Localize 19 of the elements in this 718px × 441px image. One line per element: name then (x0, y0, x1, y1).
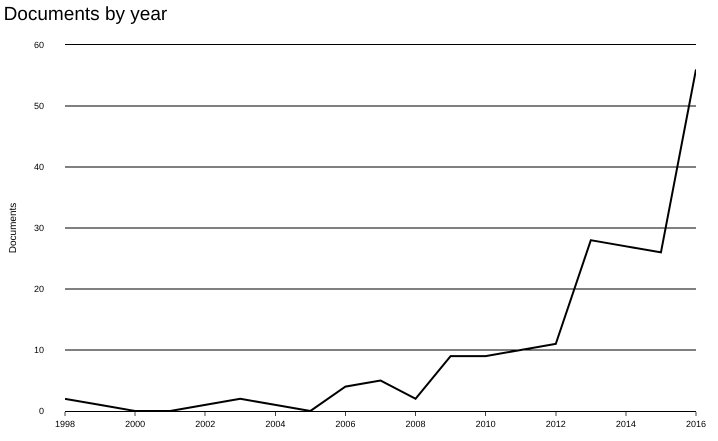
y-tick-label: 60 (34, 40, 44, 50)
y-tick-label: 20 (34, 284, 44, 294)
y-tick-label: 50 (34, 101, 44, 112)
x-tick-label: 2014 (616, 418, 636, 429)
y-tick-label: 30 (34, 223, 44, 234)
x-tick-label: 2002 (195, 418, 216, 429)
x-tick-label: 1998 (54, 418, 76, 429)
x-tick-label: 2004 (265, 418, 286, 429)
x-tick-label: 2010 (476, 418, 496, 429)
y-tick-label: 10 (34, 345, 44, 356)
x-tick-label: 2016 (686, 418, 706, 429)
x-tick-label: 2006 (335, 418, 356, 429)
y-tick-label: 0 (38, 406, 44, 416)
y-axis-title: Documents (8, 202, 19, 254)
x-tick-label: 2000 (125, 418, 146, 429)
x-tick-label: 2008 (406, 418, 426, 429)
x-tick-label: 2012 (546, 418, 566, 429)
y-tick-label: 40 (34, 162, 44, 172)
chart-title: Documents by year (4, 4, 168, 25)
